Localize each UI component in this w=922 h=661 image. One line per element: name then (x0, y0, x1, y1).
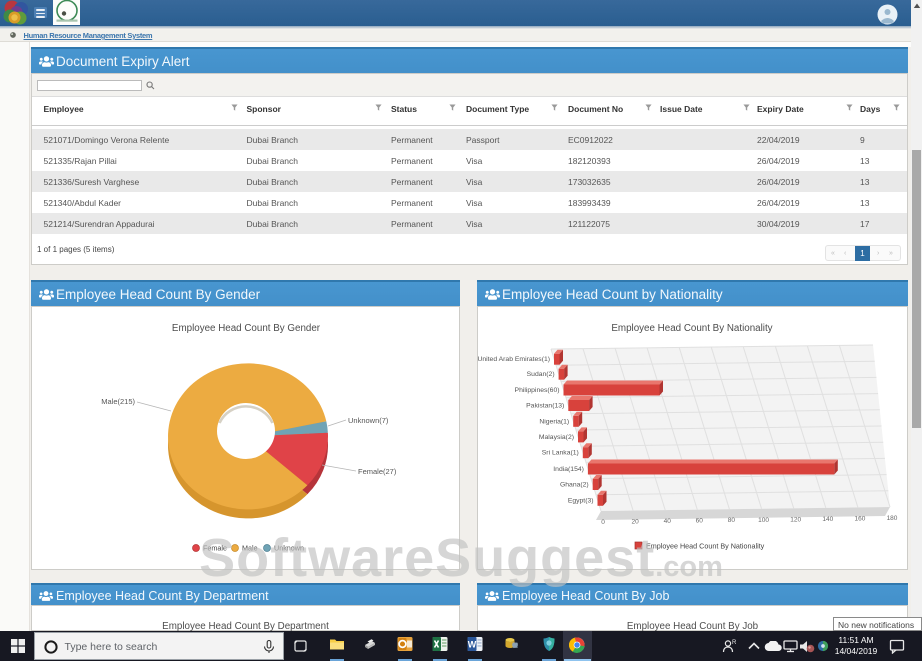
svg-text:Employee Head Count By Nationa: Employee Head Count By Nationality (646, 542, 765, 551)
svg-text:Ghana(2): Ghana(2) (560, 482, 589, 489)
svg-text:Female: Female (203, 544, 227, 553)
svg-text:120: 120 (790, 516, 801, 523)
svg-text:Nigeria(1): Nigeria(1) (539, 418, 569, 425)
svg-text:80: 80 (728, 517, 736, 524)
svg-text:R: R (732, 640, 737, 646)
svg-text:Philippines(60): Philippines(60) (515, 387, 560, 394)
svg-text:20: 20 (631, 519, 639, 526)
svg-text:Unknown: Unknown (274, 544, 304, 553)
svg-text:Sri Lanka(1): Sri Lanka(1) (542, 450, 579, 457)
svg-text:140: 140 (822, 516, 833, 523)
svg-text:Malaysia(2): Malaysia(2) (539, 434, 574, 441)
svg-text:40: 40 (664, 518, 672, 525)
svg-text:0: 0 (601, 519, 605, 526)
svg-text:160: 160 (854, 515, 865, 522)
svg-text:100: 100 (758, 517, 769, 524)
svg-text:Female(27): Female(27) (358, 467, 397, 476)
svg-text:United Arab Emirates(1): United Arab Emirates(1) (478, 356, 550, 363)
svg-text:Male(215): Male(215) (101, 397, 135, 406)
svg-text:India(154): India(154) (553, 466, 584, 473)
svg-text:Employee Head Count By Gender: Employee Head Count By Gender (172, 323, 321, 334)
svg-text:Male: Male (242, 544, 258, 553)
svg-text:180: 180 (887, 515, 898, 522)
svg-text:Pakistan(13): Pakistan(13) (526, 403, 564, 410)
svg-text:Employee Head Count By Nationa: Employee Head Count By Nationality (611, 323, 772, 334)
svg-text:Sudan(2): Sudan(2) (527, 371, 555, 378)
svg-text:W: W (468, 640, 477, 650)
svg-text:Egypt(3): Egypt(3) (568, 497, 594, 504)
svg-text:Unknown(7): Unknown(7) (348, 416, 389, 425)
svg-text:60: 60 (696, 518, 704, 525)
